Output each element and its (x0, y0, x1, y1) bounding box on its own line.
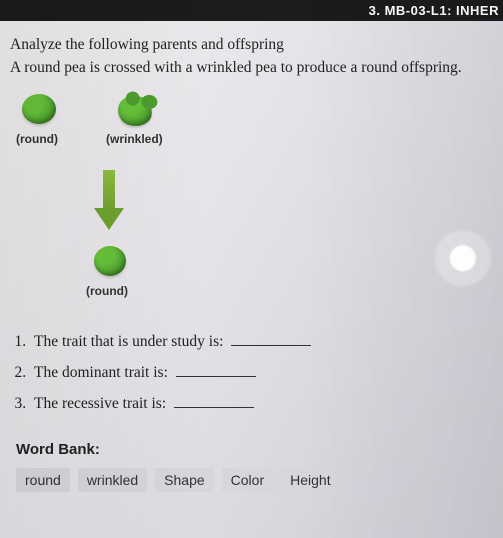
cross-arrow-icon (98, 170, 118, 230)
word-bank-item[interactable]: wrinkled (78, 468, 147, 492)
parent-wrinkled-pea-icon (116, 93, 154, 127)
question-3: The recessive trait is: (30, 388, 493, 419)
offspring-round-pea-icon (94, 246, 126, 276)
question-1-blank[interactable] (231, 332, 311, 346)
word-bank-item[interactable]: Color (222, 468, 273, 492)
word-bank-items: round wrinkled Shape Color Height (16, 468, 493, 492)
word-bank: Word Bank: round wrinkled Shape Color He… (10, 441, 493, 492)
question-list: The trait that is under study is: The do… (10, 326, 493, 419)
question-3-text: The recessive trait is: (34, 395, 166, 412)
worksheet-content: Analyze the following parents and offspr… (0, 21, 503, 502)
word-bank-item[interactable]: Shape (155, 468, 213, 492)
instructions: Analyze the following parents and offspr… (10, 33, 493, 79)
question-2-blank[interactable] (176, 363, 256, 377)
question-3-blank[interactable] (174, 394, 254, 408)
instruction-line-1: Analyze the following parents and offspr… (10, 33, 493, 56)
pea-cross-diagram: (round) (wrinkled) (round) (10, 88, 493, 308)
question-1: The trait that is under study is: (30, 326, 493, 357)
word-bank-title: Word Bank: (16, 441, 493, 458)
parent-round-pea-icon (22, 94, 56, 124)
instruction-line-2: A round pea is crossed with a wrinkled p… (10, 56, 493, 79)
question-1-text: The trait that is under study is: (34, 333, 223, 350)
question-2-text: The dominant trait is: (34, 364, 168, 381)
parent-wrinkled-label: (wrinkled) (106, 132, 163, 146)
word-bank-item[interactable]: Height (281, 468, 339, 492)
word-bank-item[interactable]: round (16, 468, 70, 492)
offspring-label: (round) (86, 284, 128, 298)
lesson-header: 3. MB-03-L1: INHER (0, 0, 503, 21)
parent-round-label: (round) (16, 132, 58, 146)
question-2: The dominant trait is: (30, 357, 493, 388)
